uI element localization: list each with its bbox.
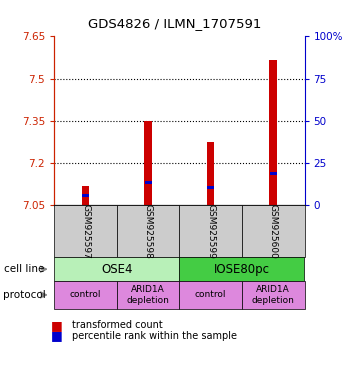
Text: cell line: cell line <box>4 264 44 274</box>
Bar <box>270 60 277 205</box>
Text: ■: ■ <box>51 319 63 332</box>
Text: percentile rank within the sample: percentile rank within the sample <box>72 331 237 341</box>
Text: GSM925599: GSM925599 <box>206 204 215 259</box>
Bar <box>207 185 214 189</box>
Bar <box>145 181 152 184</box>
Text: ■: ■ <box>51 329 63 342</box>
Text: GDS4826 / ILMN_1707591: GDS4826 / ILMN_1707591 <box>88 17 262 30</box>
Text: GSM925597: GSM925597 <box>81 204 90 259</box>
Text: GSM925600: GSM925600 <box>269 204 278 259</box>
Text: IOSE80pc: IOSE80pc <box>214 263 270 276</box>
Bar <box>207 142 215 205</box>
Text: ARID1A
depletion: ARID1A depletion <box>252 285 295 305</box>
Text: GSM925598: GSM925598 <box>144 204 153 259</box>
Bar <box>270 172 277 175</box>
Text: protocol: protocol <box>4 290 46 300</box>
Text: control: control <box>195 290 226 300</box>
Text: OSE4: OSE4 <box>101 263 133 276</box>
Bar <box>144 121 152 205</box>
Text: ARID1A
depletion: ARID1A depletion <box>127 285 169 305</box>
Text: transformed count: transformed count <box>72 320 162 330</box>
Bar <box>82 194 89 197</box>
Bar <box>82 186 89 205</box>
Text: control: control <box>70 290 101 300</box>
